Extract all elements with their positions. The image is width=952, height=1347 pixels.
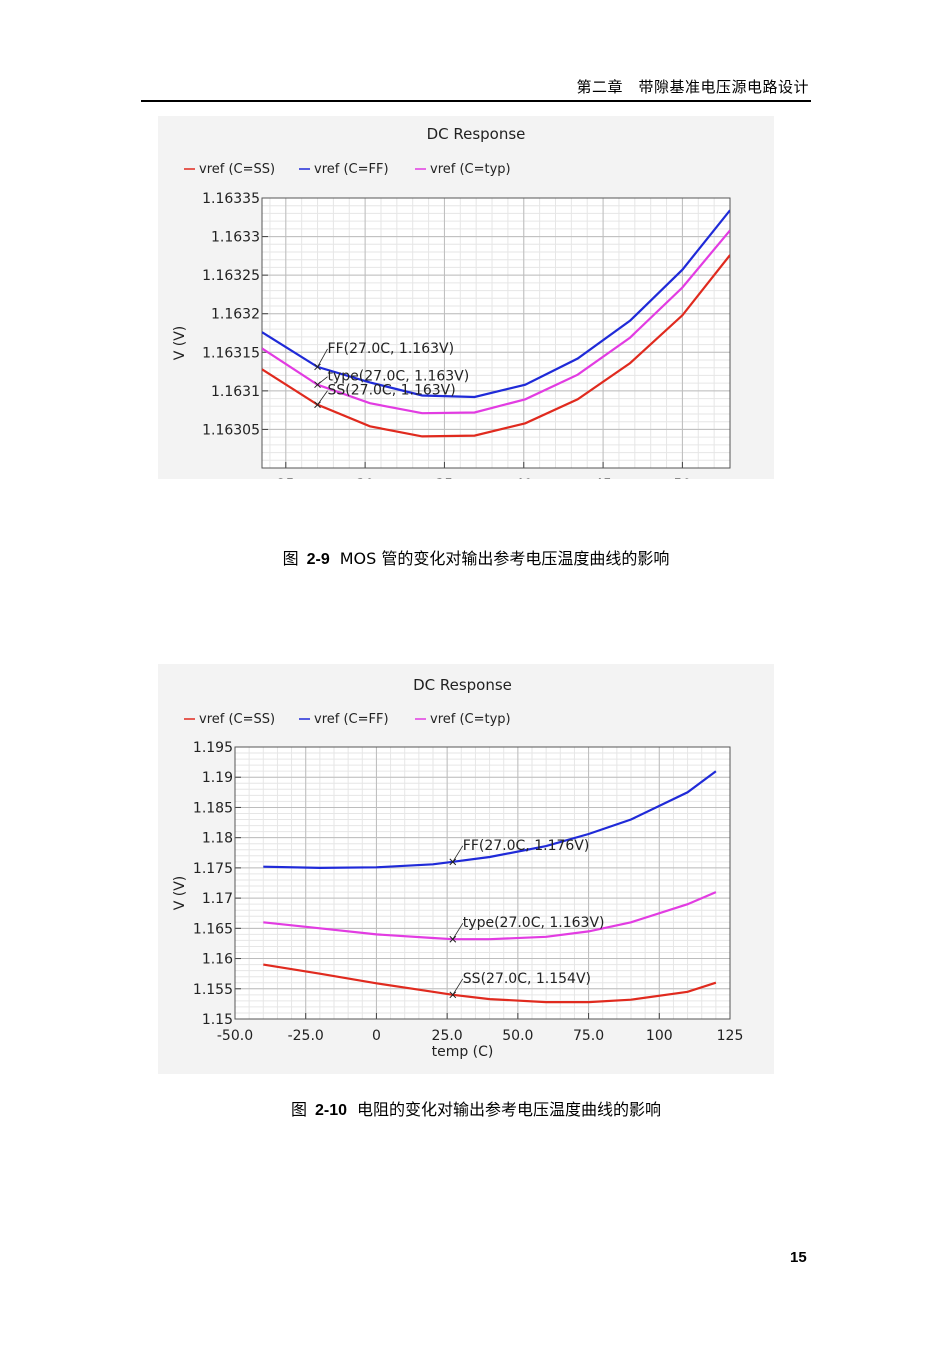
page-number: 15 bbox=[790, 1249, 807, 1266]
marker-label: type(27.0C, 1.163V) bbox=[328, 369, 470, 385]
marker-leader bbox=[317, 376, 328, 385]
series-line-vref-c-ss- bbox=[263, 963, 717, 1004]
legend-item: vref (C=SS) bbox=[184, 162, 275, 177]
x-tick-label: -50.0 bbox=[217, 1028, 253, 1044]
legend-item: vref (C=typ) bbox=[415, 162, 511, 177]
legend-label: vref (C=SS) bbox=[199, 162, 275, 177]
legend-item: vref (C=SS) bbox=[184, 712, 275, 727]
series-line-vref-c-ff- bbox=[263, 770, 717, 870]
y-tick-label: 1.16 bbox=[202, 952, 233, 968]
y-tick-label: 1.16305 bbox=[202, 422, 260, 438]
chart-title: DC Response bbox=[427, 125, 526, 143]
series-line-vref-c-typ- bbox=[262, 229, 730, 415]
x-tick-label: 75.0 bbox=[573, 1028, 604, 1044]
x-tick-label: 0 bbox=[372, 1028, 381, 1044]
y-tick-label: 1.18 bbox=[202, 831, 233, 847]
caption-text: 电阻的变化对输出参考电压温度曲线的影响 bbox=[357, 1100, 662, 1119]
y-tick-label: 1.1633 bbox=[211, 230, 260, 246]
marker-leader bbox=[317, 348, 328, 368]
marker-label: type(27.0C, 1.163V) bbox=[463, 915, 605, 931]
marker-label: FF(27.0C, 1.163V) bbox=[328, 341, 455, 357]
chart-title: DC Response bbox=[413, 676, 512, 694]
marker-cross bbox=[314, 363, 321, 371]
plot-area bbox=[262, 198, 730, 468]
x-tick-label: 125 bbox=[717, 1028, 744, 1044]
figure-2-10: DC Response vref (C=SS) vref (C=FF) vref (C… bbox=[158, 664, 774, 1074]
x-tick-label: -25.0 bbox=[288, 1028, 324, 1044]
marker-label: SS(27.0C, 1.163V) bbox=[328, 383, 456, 399]
y-tick-label: 1.155 bbox=[193, 982, 233, 998]
marker-leader bbox=[317, 390, 328, 405]
legend-label: vref (C=typ) bbox=[430, 162, 511, 177]
x-tick-label: 35 bbox=[436, 477, 454, 479]
y-tick-label: 1.1632 bbox=[211, 307, 260, 323]
x-tick-label: 45 bbox=[594, 477, 612, 479]
running-header: 第二章 带隙基准电压源电路设计 bbox=[576, 78, 809, 96]
y-tick-label: 1.16335 bbox=[202, 191, 260, 207]
marker-cross bbox=[449, 991, 457, 999]
y-tick-label: 1.17 bbox=[202, 891, 233, 907]
x-tick-label: 30 bbox=[356, 477, 374, 479]
legend-item: vref (C=FF) bbox=[299, 712, 389, 727]
figure-caption: 图 2-10 电阻的变化对输出参考电压温度曲线的影响 bbox=[0, 1096, 952, 1120]
marker-leader bbox=[452, 978, 464, 996]
caption-prefix: 图 bbox=[282, 549, 299, 568]
marker-cross bbox=[449, 858, 457, 866]
marker-cross bbox=[449, 935, 457, 943]
marker-label: SS(27.0C, 1.154V) bbox=[463, 971, 591, 987]
marker-annotation: type(27.0C, 1.163V) bbox=[314, 369, 470, 389]
marker-annotation: type(27.0C, 1.163V) bbox=[449, 915, 605, 943]
x-tick-label: 25.0 bbox=[432, 1028, 463, 1044]
figure-caption: 图 2-9 MOS 管的变化对输出参考电压温度曲线的影响 bbox=[0, 545, 952, 569]
y-tick-label: 1.15 bbox=[202, 1012, 233, 1028]
y-tick-label: 1.19 bbox=[202, 770, 233, 786]
marker-label: FF(27.0C, 1.176V) bbox=[463, 838, 590, 854]
figure-2-9: DC Response vref (C=SS) vref (C=FF) vref (C… bbox=[158, 116, 774, 479]
marker-leader bbox=[452, 845, 464, 863]
legend-label: vref (C=FF) bbox=[314, 712, 389, 727]
plot-frame bbox=[234, 746, 731, 1020]
chart-dc-response-resistor: DC Response vref (C=SS) vref (C=FF) vref (C… bbox=[172, 676, 744, 1060]
x-tick-label: 50 bbox=[673, 477, 691, 479]
header-rule bbox=[141, 100, 811, 102]
legend-item: vref (C=FF) bbox=[299, 162, 389, 177]
y-tick-label: 1.175 bbox=[193, 861, 233, 877]
y-tick-label: 1.1631 bbox=[211, 384, 260, 400]
caption-text: MOS 管的变化对输出参考电压温度曲线的影响 bbox=[339, 549, 670, 568]
x-tick-label: 100 bbox=[646, 1028, 673, 1044]
series-line-vref-c-typ- bbox=[263, 891, 717, 941]
y-tick-label: 1.185 bbox=[193, 800, 233, 816]
y-tick-label: 1.16325 bbox=[202, 268, 260, 284]
legend-label: vref (C=typ) bbox=[430, 712, 511, 727]
caption-prefix: 图 bbox=[290, 1100, 307, 1119]
x-tick-label: 25 bbox=[277, 477, 295, 479]
chart-dc-response-mos: DC Response vref (C=SS) vref (C=FF) vref (C… bbox=[172, 125, 731, 479]
marker-annotation: SS(27.0C, 1.163V) bbox=[314, 383, 456, 409]
x-tick-label: 40 bbox=[515, 477, 533, 479]
marker-annotation: FF(27.0C, 1.163V) bbox=[314, 341, 455, 371]
grid bbox=[262, 197, 731, 469]
x-tick-label: 50.0 bbox=[502, 1028, 533, 1044]
series-line-vref-c-ff- bbox=[262, 209, 730, 399]
y-tick-label: 1.16315 bbox=[202, 345, 260, 361]
x-axis-label: temp (C) bbox=[432, 1044, 494, 1060]
caption-number: 2-10 bbox=[314, 1102, 348, 1119]
legend-label: vref (C=SS) bbox=[199, 712, 275, 727]
y-tick-label: 1.195 bbox=[193, 740, 233, 756]
legend-item: vref (C=typ) bbox=[415, 712, 511, 727]
series-line-vref-c-ss- bbox=[262, 254, 730, 438]
y-tick-label: 1.165 bbox=[193, 921, 233, 937]
marker-leader bbox=[452, 923, 464, 940]
marker-annotation: FF(27.0C, 1.176V) bbox=[449, 838, 590, 866]
legend-label: vref (C=FF) bbox=[314, 162, 389, 177]
caption-number: 2-9 bbox=[306, 551, 330, 568]
marker-annotation: SS(27.0C, 1.154V) bbox=[449, 971, 591, 999]
y-axis-label: V (V) bbox=[172, 876, 188, 911]
y-axis-label: V (V) bbox=[172, 326, 188, 361]
